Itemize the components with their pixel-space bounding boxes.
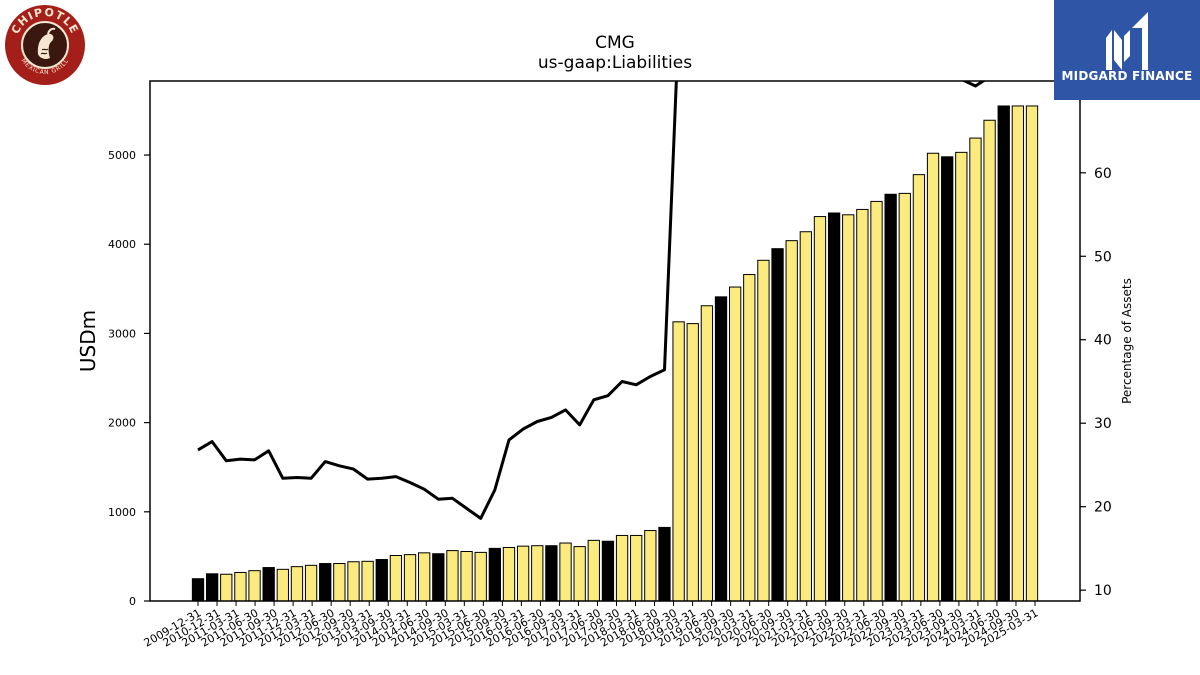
bar-2012-12-31: [361, 560, 374, 602]
bar-2021-06-30: [842, 214, 855, 602]
bar-2014-06-30: [446, 550, 459, 602]
bar-2023-06-30: [955, 151, 968, 602]
bar-2010-12-31: [248, 570, 261, 602]
bar-2016-06-30: [559, 542, 572, 602]
bar-2020-03-31: [771, 248, 784, 602]
brand-name: MIDGARD FINANCE: [1061, 69, 1193, 83]
y-tick-label: 0: [129, 595, 136, 608]
bar-2011-12-31: [304, 564, 318, 602]
bar-2012-09-30: [347, 561, 360, 602]
y-axis-label: USDm: [76, 310, 100, 372]
y-tick-label: 3000: [108, 327, 136, 340]
y-tick-label: 4000: [108, 238, 136, 251]
bar-2019-06-30: [728, 286, 742, 602]
bar-2011-09-30: [290, 566, 304, 602]
chart-subtitle: us-gaap:Liabilities: [538, 53, 692, 73]
bar-2017-12-31: [644, 530, 657, 602]
bar-2018-09-30: [686, 323, 699, 602]
bar-2019-09-30: [743, 274, 756, 602]
y-tick-label: 1000: [108, 506, 136, 519]
bar-2009-12-31: [191, 578, 205, 602]
y2-tick-label: 30: [1094, 416, 1112, 432]
pct-of-assets-line: [197, 81, 986, 520]
bar-2023-03-31: [941, 156, 954, 602]
bar-2013-06-30: [389, 555, 403, 602]
bar-2015-09-30: [516, 545, 530, 602]
bar-2022-03-31: [884, 193, 897, 602]
left-axis: 0 1000 2000 3000 4000 5000: [108, 149, 150, 608]
bar-2022-06-30: [898, 192, 911, 602]
bar-2010-09-30: [234, 571, 247, 602]
bar-2024-03-31: [997, 105, 1010, 602]
bar-2013-03-31: [375, 559, 388, 602]
y2-tick-label: 50: [1094, 249, 1112, 265]
bar-2015-06-30: [502, 546, 516, 602]
bar-2020-06-30: [785, 240, 798, 602]
bar-2018-06-30: [672, 321, 685, 602]
bar-2013-09-30: [403, 554, 417, 602]
y-tick-label: 5000: [108, 149, 136, 162]
bar-2011-06-30: [276, 568, 289, 602]
y2-tick-label: 10: [1094, 583, 1112, 599]
bar-2020-12-31: [813, 216, 827, 602]
bar-2012-03-31: [319, 563, 332, 602]
bar-2017-09-30: [630, 534, 643, 602]
midgard-finance-logo: MIDGARD FINANCE: [1054, 0, 1200, 100]
y-tick-label: 2000: [108, 417, 136, 430]
bar-2019-03-31: [714, 296, 728, 602]
right-axis: 10 20 30 40 50 60: [1080, 166, 1112, 599]
chart-title: CMG: [595, 33, 635, 53]
y2-tick-label: 40: [1094, 333, 1112, 349]
line-series: [197, 81, 986, 520]
bar-2018-03-31: [658, 526, 671, 602]
bar-2024-06-30: [1011, 105, 1025, 602]
bar-2015-12-31: [531, 545, 544, 602]
bar-2024-09-30: [1025, 105, 1039, 602]
y2-tick-label: 60: [1094, 166, 1112, 182]
bar-2022-09-30: [912, 174, 926, 602]
bar-2017-03-31: [601, 540, 615, 602]
bar-series: [191, 105, 1039, 602]
bar-2014-03-31: [432, 553, 445, 602]
bar-2016-09-30: [573, 546, 586, 602]
midgard-mark-icon: [1106, 12, 1148, 70]
bar-2019-12-31: [757, 259, 770, 602]
y2-tick-label: 20: [1094, 500, 1112, 516]
bar-2021-09-30: [856, 208, 869, 602]
bar-2014-12-31: [474, 551, 487, 602]
bar-2023-09-30: [969, 137, 982, 602]
bar-2020-09-30: [799, 231, 812, 602]
bar-2011-03-31: [262, 567, 275, 602]
bar-2022-12-31: [926, 152, 940, 602]
y2-axis-label: Percentage of Assets: [1120, 278, 1134, 404]
bar-2016-12-31: [587, 539, 600, 602]
bar-2021-03-31: [827, 212, 841, 602]
bar-2018-12-31: [700, 305, 714, 602]
bar-2010-06-30: [220, 573, 233, 602]
bar-2017-06-30: [615, 534, 629, 602]
bar-2016-03-31: [545, 545, 558, 602]
bar-2013-12-31: [418, 552, 431, 602]
bar-2012-06-30: [333, 563, 346, 602]
bar-2014-09-30: [460, 550, 473, 602]
plot-frame: [149, 80, 1081, 602]
chipotle-logo: CHIPOTLE MEXICAN GRILL: [4, 4, 86, 86]
x-axis: 2009-12-312010-12-312011-03-312011-06-30…: [142, 601, 1041, 650]
bar-2015-03-31: [488, 547, 502, 602]
bar-2021-12-31: [870, 200, 883, 602]
bar-2023-12-31: [983, 119, 996, 602]
bar-2010-03-31: [205, 573, 219, 602]
